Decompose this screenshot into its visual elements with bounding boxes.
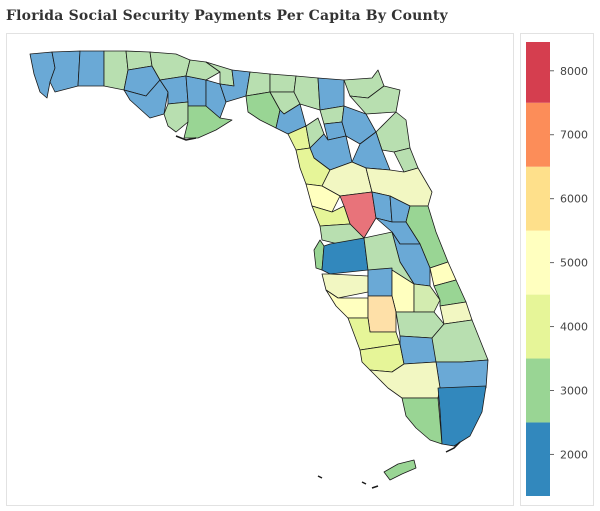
map-frame (6, 33, 514, 506)
legend-tick-label: 6000 (560, 193, 588, 206)
county-santa-rosa (49, 50, 81, 93)
county-hillsborough (321, 237, 369, 275)
legend-tick-label: 2000 (560, 448, 588, 461)
island-cape-san-blas (175, 135, 197, 141)
county-broward (435, 359, 489, 389)
county-flagler (393, 147, 419, 173)
legend-swatch (526, 358, 550, 423)
color-legend: 2000 3000 4000 5000 6000 7000 8000 (526, 42, 588, 496)
legend-swatch (526, 102, 550, 167)
legend-swatch (526, 42, 550, 103)
county-st-johns (375, 111, 411, 153)
legend-tick-label: 5000 (560, 257, 588, 270)
county-citrus (305, 183, 341, 213)
legend-frame (520, 33, 594, 506)
county-okeechobee (413, 283, 441, 313)
county-baker (317, 77, 345, 111)
county-escambia (29, 51, 56, 99)
county-walton (103, 50, 129, 91)
island-keys-a (445, 441, 461, 453)
county-hamilton (269, 73, 297, 93)
county-pinellas (313, 239, 325, 271)
island-keys-d (371, 485, 379, 489)
county-hernando (311, 205, 351, 227)
legend-swatch (526, 230, 550, 295)
legend-tick-label: 3000 (560, 384, 588, 397)
page-title: Florida Social Security Payments Per Cap… (6, 8, 448, 24)
county-hardee (367, 267, 393, 297)
county-liberty (185, 75, 207, 107)
legend-swatch (526, 422, 550, 496)
county-monroe (401, 397, 443, 445)
island-keys-c (361, 481, 367, 485)
legend-swatch (526, 166, 550, 231)
county-wakulla (205, 79, 227, 119)
county-hendry (399, 335, 437, 365)
county-bay (123, 79, 169, 119)
county-monroe-keys (383, 459, 417, 481)
county-okaloosa (77, 50, 105, 87)
county-desoto (367, 295, 397, 333)
legend-tick-label: 7000 (560, 129, 588, 142)
island-keys-b (317, 475, 323, 479)
county-franklin (183, 105, 233, 139)
county-miami-dade (437, 385, 487, 447)
florida-counties-map (29, 50, 489, 489)
county-gulf (163, 101, 189, 133)
legend-tick-label: 4000 (560, 321, 588, 334)
legend-swatch (526, 294, 550, 359)
county-gadsden (185, 59, 221, 81)
legend-tick-label: 8000 (560, 65, 588, 78)
county-columbia (293, 75, 321, 111)
